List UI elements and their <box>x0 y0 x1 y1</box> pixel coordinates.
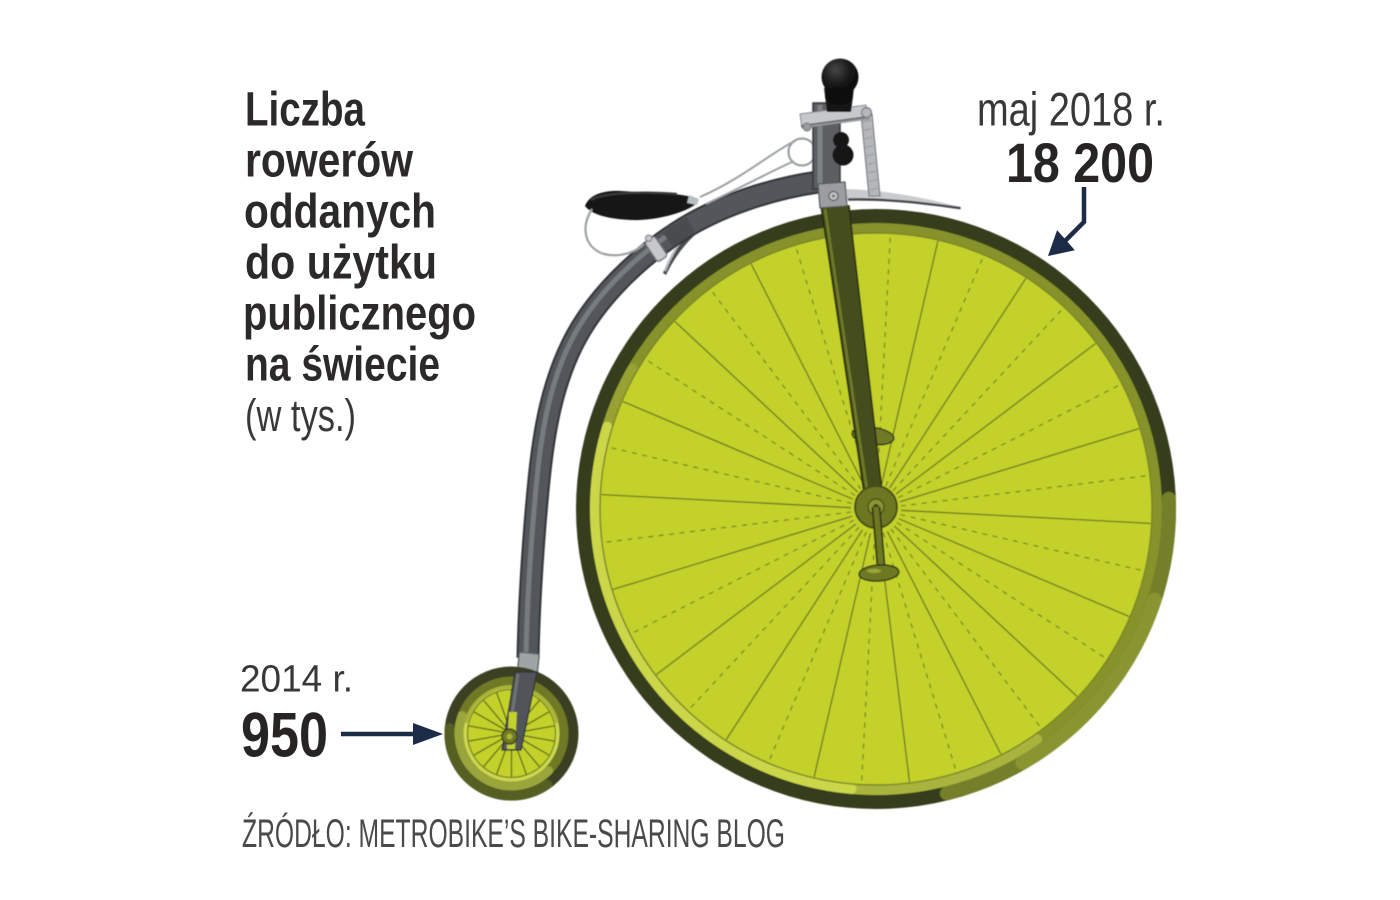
svg-text:18 200: 18 200 <box>1006 131 1154 194</box>
svg-text:ŹRÓDŁO: METROBIKE’S BIKE-SHARI: ŹRÓDŁO: METROBIKE’S BIKE-SHARING BLOG <box>242 811 785 856</box>
svg-text:oddanych: oddanych <box>244 186 436 239</box>
svg-text:do użytku: do użytku <box>245 237 437 290</box>
svg-text:(w tys.): (w tys.) <box>245 390 356 441</box>
svg-text:rowerów: rowerów <box>245 135 414 188</box>
svg-text:maj 2018 r.: maj 2018 r. <box>977 83 1165 136</box>
svg-text:na świecie: na świecie <box>245 339 440 392</box>
svg-text:publicznego: publicznego <box>243 288 476 341</box>
svg-text:Liczba: Liczba <box>245 84 365 137</box>
svg-text:2014 r.: 2014 r. <box>240 659 353 701</box>
svg-text:950: 950 <box>241 701 328 771</box>
